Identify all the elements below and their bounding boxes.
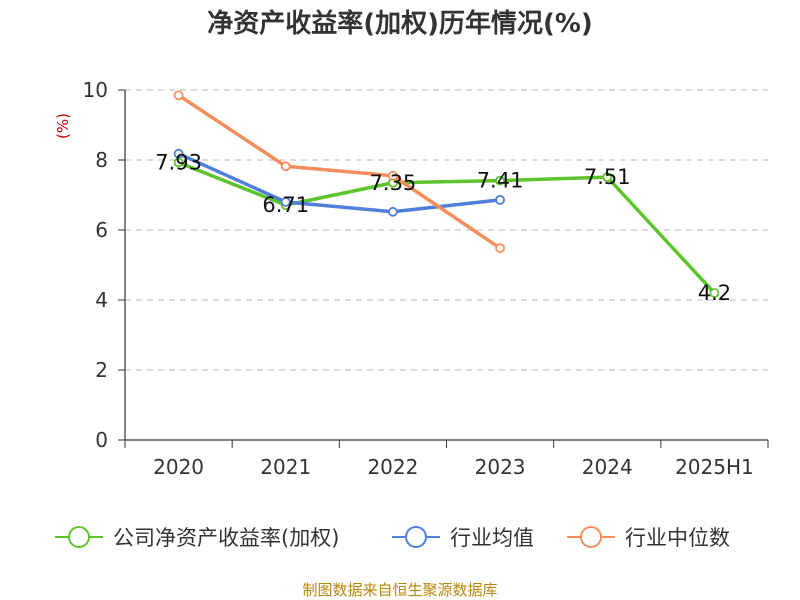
x-tick-label: 2023 — [475, 455, 526, 479]
x-tick-label: 2024 — [582, 455, 633, 479]
y-tick-label: 4 — [95, 288, 108, 312]
data-point — [280, 161, 291, 172]
y-tick-label: 0 — [95, 428, 108, 452]
legend-marker — [580, 526, 602, 548]
series-lines — [173, 90, 720, 298]
data-point — [495, 175, 505, 186]
axes: 0 2 4 6 8 10 2020 2021 2022 2023 2024 2025H1 — [83, 78, 769, 479]
data-point — [280, 197, 291, 207]
legend-label: 行业中位数 — [625, 526, 730, 550]
y-axis-unit: (%) — [54, 113, 72, 139]
source-note: 制图数据来自恒生聚源数据库 — [302, 581, 497, 599]
x-tick-label: 2022 — [367, 455, 418, 479]
data-label: 7.93 — [155, 150, 202, 174]
data-label: 7.41 — [477, 169, 524, 193]
series-line — [177, 152, 501, 214]
x-tick-label: 2020 — [153, 455, 204, 479]
data-label: 6.71 — [262, 193, 309, 217]
series-line — [177, 160, 716, 295]
data-label: 7.35 — [370, 171, 417, 195]
data-point — [173, 90, 184, 101]
data-point — [495, 243, 505, 254]
data-point — [495, 194, 505, 205]
y-tick-label: 8 — [95, 148, 108, 172]
y-tick-label: 6 — [95, 218, 108, 242]
y-tick-label: 10 — [83, 78, 108, 102]
y-tick-label: 2 — [95, 358, 108, 382]
data-labels: 7.93 6.71 7.35 7.41 7.51 4.2 — [155, 150, 731, 305]
data-point — [709, 288, 720, 298]
legend-label: 公司净资产收益率(加权) — [113, 526, 339, 550]
x-tick-label: 2025H1 — [675, 455, 754, 479]
data-point — [173, 148, 184, 159]
legend-label: 行业均值 — [450, 526, 534, 550]
legend-marker — [405, 526, 427, 548]
data-label: 7.51 — [584, 165, 631, 189]
series-line — [177, 93, 502, 250]
grid-lines — [125, 89, 768, 371]
legend-marker — [68, 526, 90, 548]
x-tick-label: 2021 — [260, 455, 311, 479]
legend: 公司净资产收益率(加权) 行业均值 行业中位数 — [55, 526, 730, 550]
chart-title: 净资产收益率(加权)历年情况(%) — [207, 8, 593, 39]
data-point — [388, 170, 398, 181]
data-label: 4.2 — [698, 281, 731, 305]
data-point — [388, 206, 398, 217]
data-point — [602, 172, 613, 183]
